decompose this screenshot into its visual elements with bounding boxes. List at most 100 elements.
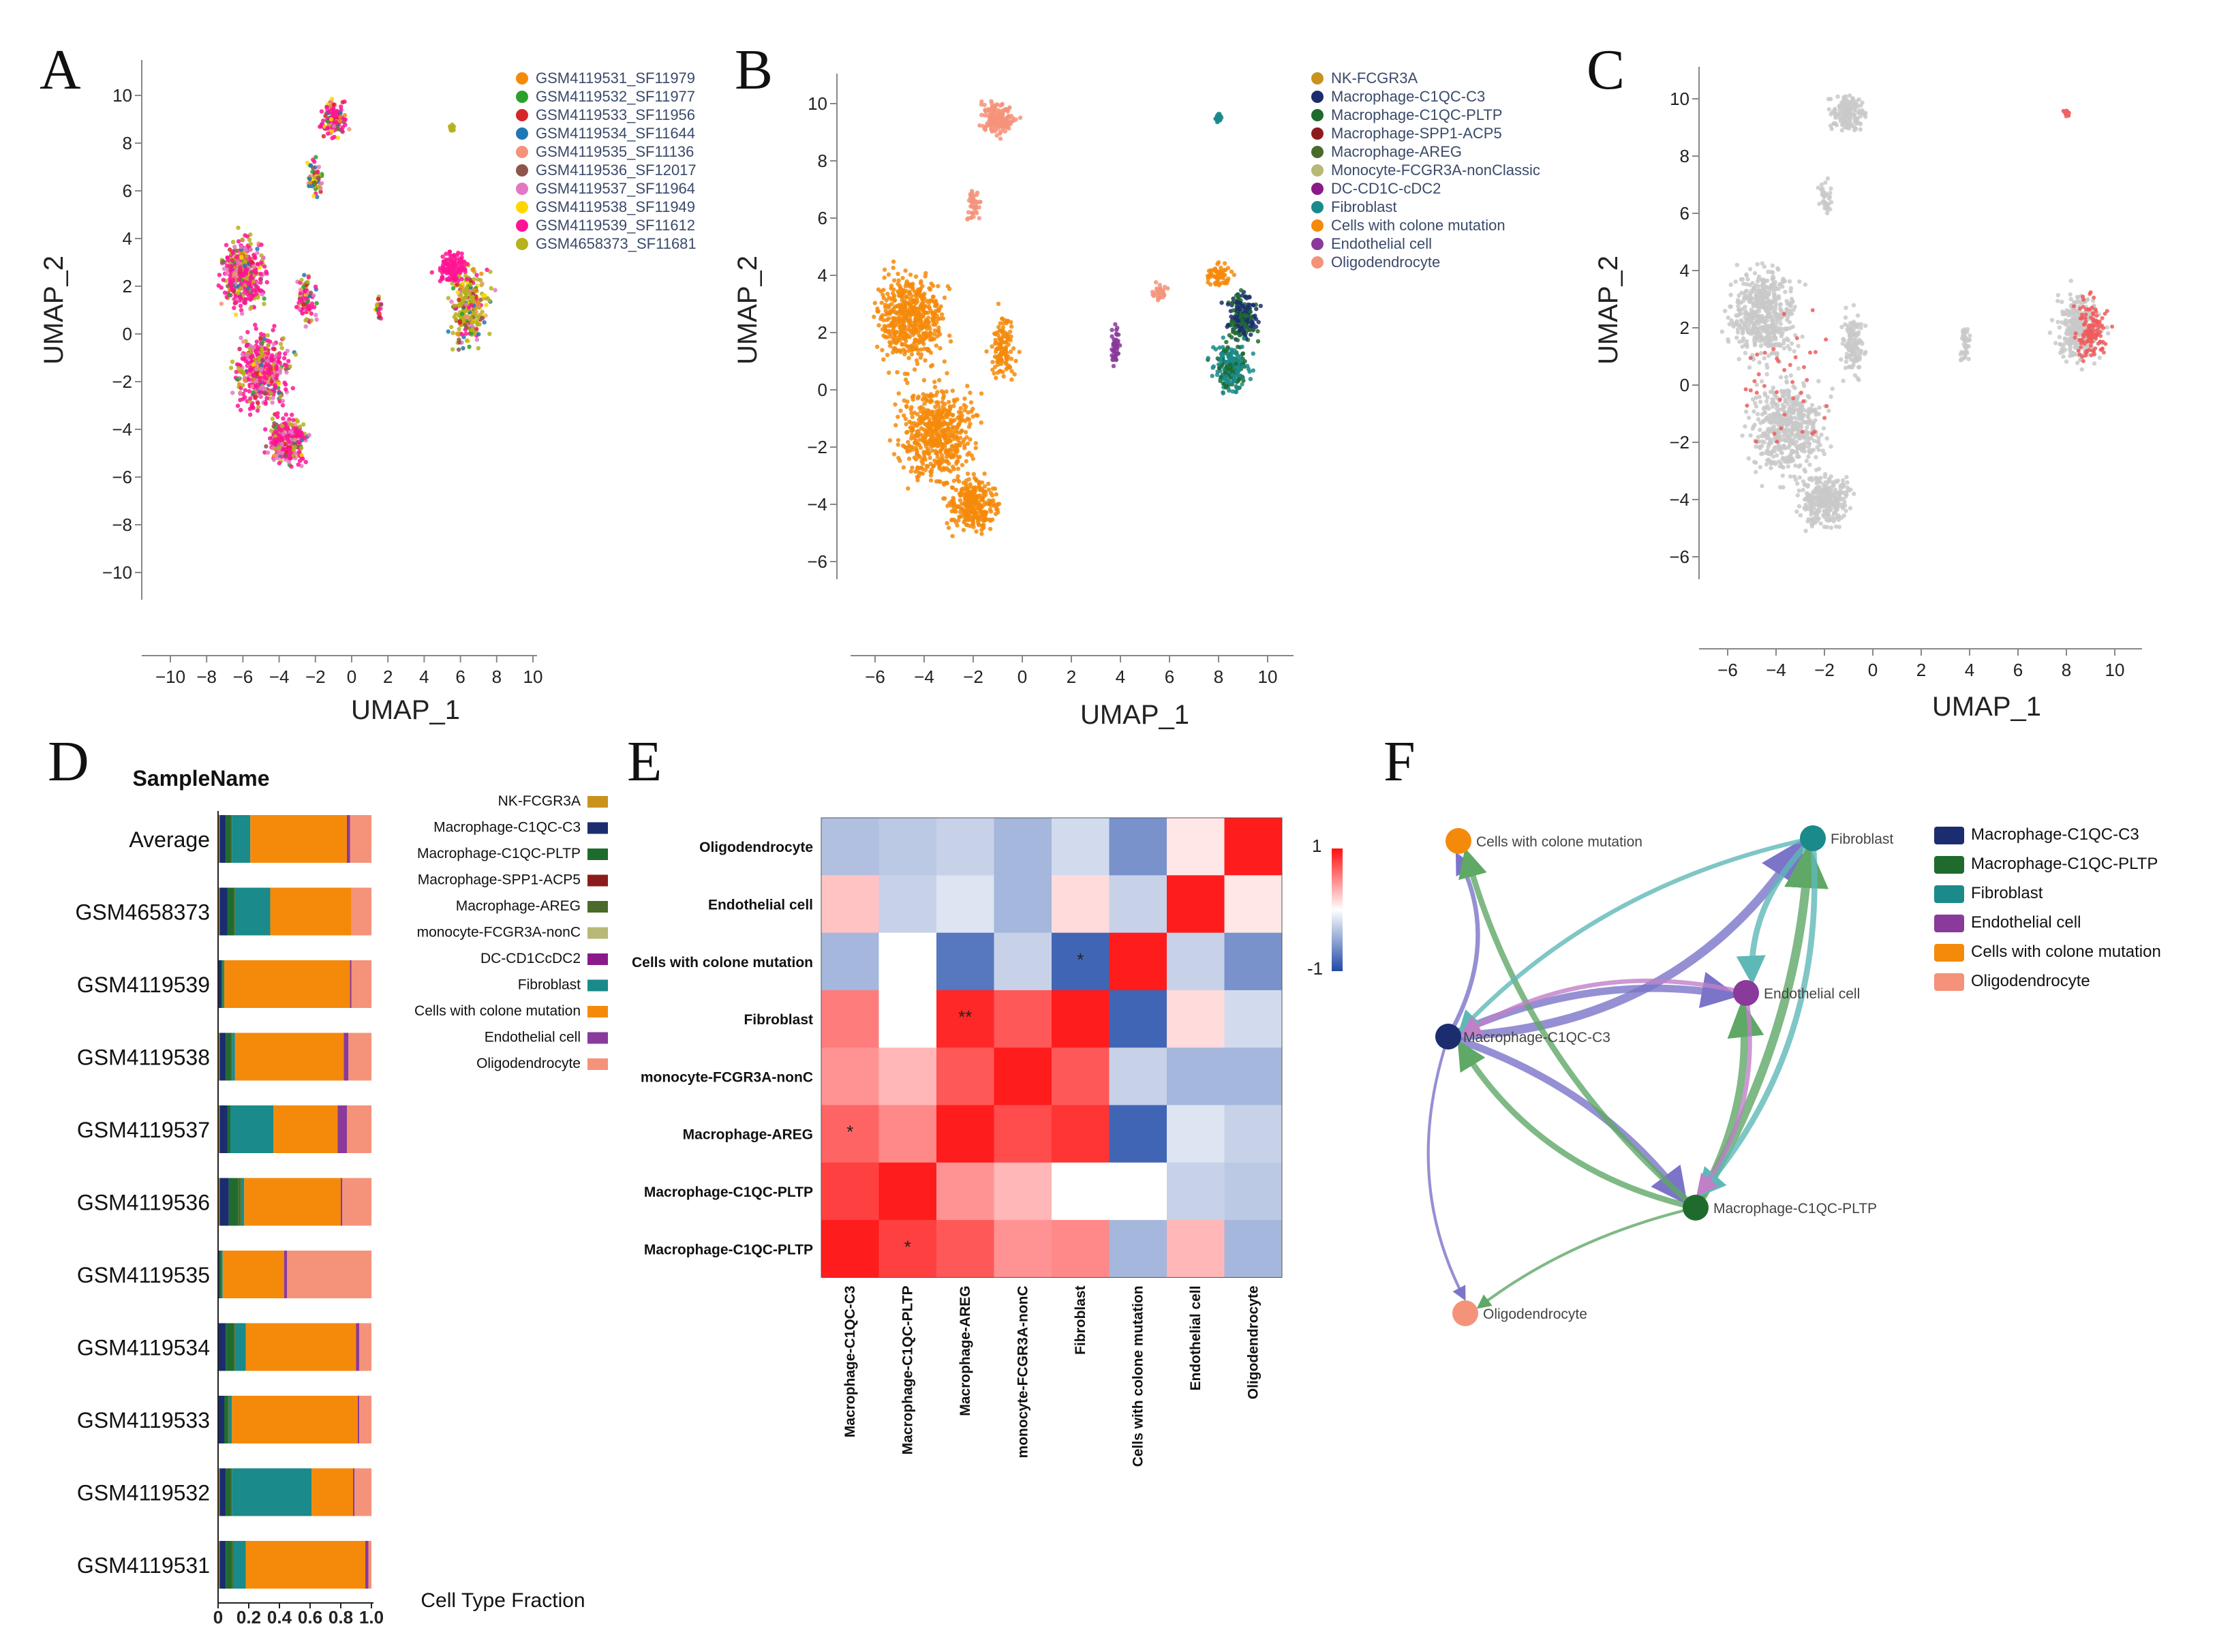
umap-point — [331, 102, 336, 107]
umap-point — [304, 317, 309, 322]
umap-point — [1762, 356, 1767, 361]
umap-point — [929, 444, 934, 449]
umap-point — [982, 102, 987, 108]
umap-point — [303, 289, 307, 294]
umap-point — [1111, 354, 1116, 359]
umap-point — [226, 284, 230, 289]
umap-point — [898, 337, 902, 343]
umap-point — [1001, 374, 1006, 379]
umap-point — [959, 514, 964, 519]
umap-point — [1776, 330, 1781, 335]
umap-point — [953, 487, 959, 492]
legend-label: Macrophage-C1QC-C3 — [1331, 88, 1485, 105]
umap-point — [1803, 282, 1808, 287]
umap-point — [1017, 350, 1022, 354]
legend-label: GSM4119533_SF11956 — [536, 106, 695, 123]
legend-swatch — [516, 219, 528, 232]
umap-point — [979, 391, 984, 396]
umap-point — [463, 302, 468, 307]
umap-point — [891, 338, 897, 343]
umap-point — [292, 444, 297, 450]
umap-point — [1006, 342, 1011, 347]
umap-point — [942, 435, 947, 440]
umap-point — [1741, 336, 1746, 341]
panel-label-d: D — [48, 730, 89, 793]
umap-point — [1225, 302, 1231, 307]
umap-point — [301, 302, 306, 307]
umap-point — [1755, 337, 1760, 342]
umap-point — [283, 442, 288, 446]
umap-point — [885, 318, 889, 322]
umap-point — [887, 339, 892, 345]
umap-point — [240, 237, 245, 242]
y-tick-label: −2 — [112, 371, 132, 392]
umap-point — [979, 420, 983, 425]
umap-point — [1745, 277, 1750, 282]
umap-point — [1736, 307, 1741, 312]
x-axis-label-b: UMAP_1 — [1080, 700, 1189, 730]
umap-point — [903, 377, 908, 382]
umap-point — [376, 296, 381, 302]
umap-point — [1256, 320, 1261, 324]
umap-point — [225, 256, 230, 260]
umap-point — [1756, 296, 1761, 301]
umap-point — [236, 291, 241, 296]
umap-point — [918, 315, 923, 320]
umap-point — [230, 249, 235, 254]
umap-point — [964, 435, 969, 440]
umap-point — [1749, 288, 1754, 293]
umap-point — [1778, 322, 1783, 326]
umap-point — [991, 117, 996, 122]
umap-point — [1758, 343, 1764, 348]
umap-point — [1740, 326, 1745, 332]
umap-point — [1231, 308, 1236, 313]
umap-point — [901, 465, 906, 470]
umap-point — [965, 471, 970, 476]
umap-point — [1009, 334, 1013, 339]
umap-point — [457, 326, 461, 332]
umap-point — [266, 351, 271, 356]
umap-point — [1741, 281, 1746, 286]
umap-point — [941, 496, 946, 501]
umap-point — [242, 378, 247, 382]
umap-point — [458, 259, 463, 264]
umap-point — [1003, 106, 1008, 112]
umap-point — [1747, 365, 1752, 370]
legend-label: GSM4119534_SF11644 — [536, 125, 695, 142]
umap-point — [1756, 284, 1761, 289]
umap-point — [243, 259, 248, 264]
umap-point — [1734, 262, 1739, 267]
legend-label: Fibroblast — [1331, 198, 1397, 215]
umap-point — [1740, 307, 1745, 311]
umap-point — [966, 450, 972, 455]
umap-point — [1758, 351, 1764, 356]
umap-point — [1784, 299, 1789, 303]
umap-point — [240, 352, 245, 357]
umap-point — [284, 453, 288, 458]
umap-point — [926, 301, 932, 305]
umap-point — [939, 388, 945, 394]
umap-point — [963, 418, 968, 423]
umap-point — [311, 194, 316, 198]
umap-point — [1762, 307, 1768, 311]
umap-point — [1728, 292, 1733, 297]
umap-point — [263, 346, 268, 351]
umap-point — [1216, 260, 1221, 265]
umap-point — [252, 254, 258, 259]
umap-point — [919, 279, 923, 284]
umap-point — [258, 335, 263, 340]
x-tick-label: −2 — [963, 667, 983, 687]
umap-point — [1758, 465, 1762, 470]
umap-point — [1735, 330, 1741, 335]
legend-swatch — [1311, 183, 1324, 195]
umap-point — [1760, 283, 1764, 288]
umap-point — [461, 346, 465, 351]
umap-point — [1217, 112, 1222, 117]
umap-point — [990, 517, 995, 522]
umap-point — [459, 264, 464, 270]
umap-point — [916, 310, 921, 316]
umap-point — [1114, 327, 1119, 333]
umap-point — [949, 485, 955, 490]
umap-point — [1758, 313, 1762, 319]
umap-point — [277, 461, 281, 465]
